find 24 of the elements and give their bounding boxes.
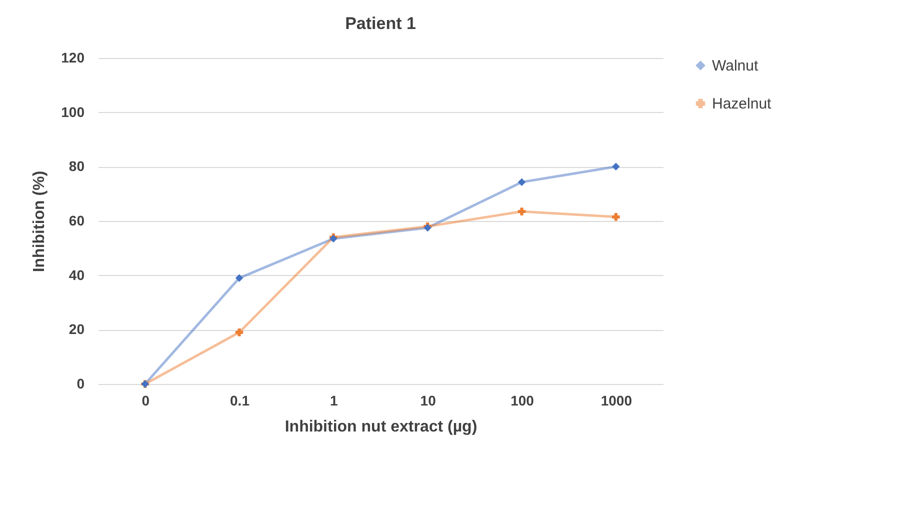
point (612, 162, 620, 171)
x-axis-title: Inhibition nut extract (µg) (284, 418, 478, 436)
y-tick-label: 20 (68, 321, 85, 338)
legend-label: Hazelnut (712, 96, 772, 112)
x-tick-label: 0.1 (230, 392, 250, 408)
x-tick-label: 1000 (600, 392, 632, 408)
y-axis-title: Inhibition (%) (31, 170, 48, 272)
x-tick-label: 10 (420, 392, 436, 408)
point (235, 274, 244, 282)
point (518, 178, 526, 186)
chart-title: Patient 1 (345, 14, 416, 33)
legend-label: Walnut (712, 58, 759, 74)
y-tick-label: 100 (61, 104, 85, 120)
point (612, 213, 620, 221)
x-tick-label: 1 (330, 392, 338, 408)
x-tick-label: 0 (142, 392, 150, 408)
y-tick-label: 0 (76, 376, 85, 392)
point (518, 208, 526, 216)
y-tick-label: 40 (68, 266, 85, 283)
y-tick-label: 80 (68, 158, 85, 174)
x-tick-label: 100 (510, 392, 534, 408)
y-tick-label: 120 (61, 50, 85, 66)
y-tick-label: 60 (68, 212, 85, 228)
point (235, 328, 244, 336)
